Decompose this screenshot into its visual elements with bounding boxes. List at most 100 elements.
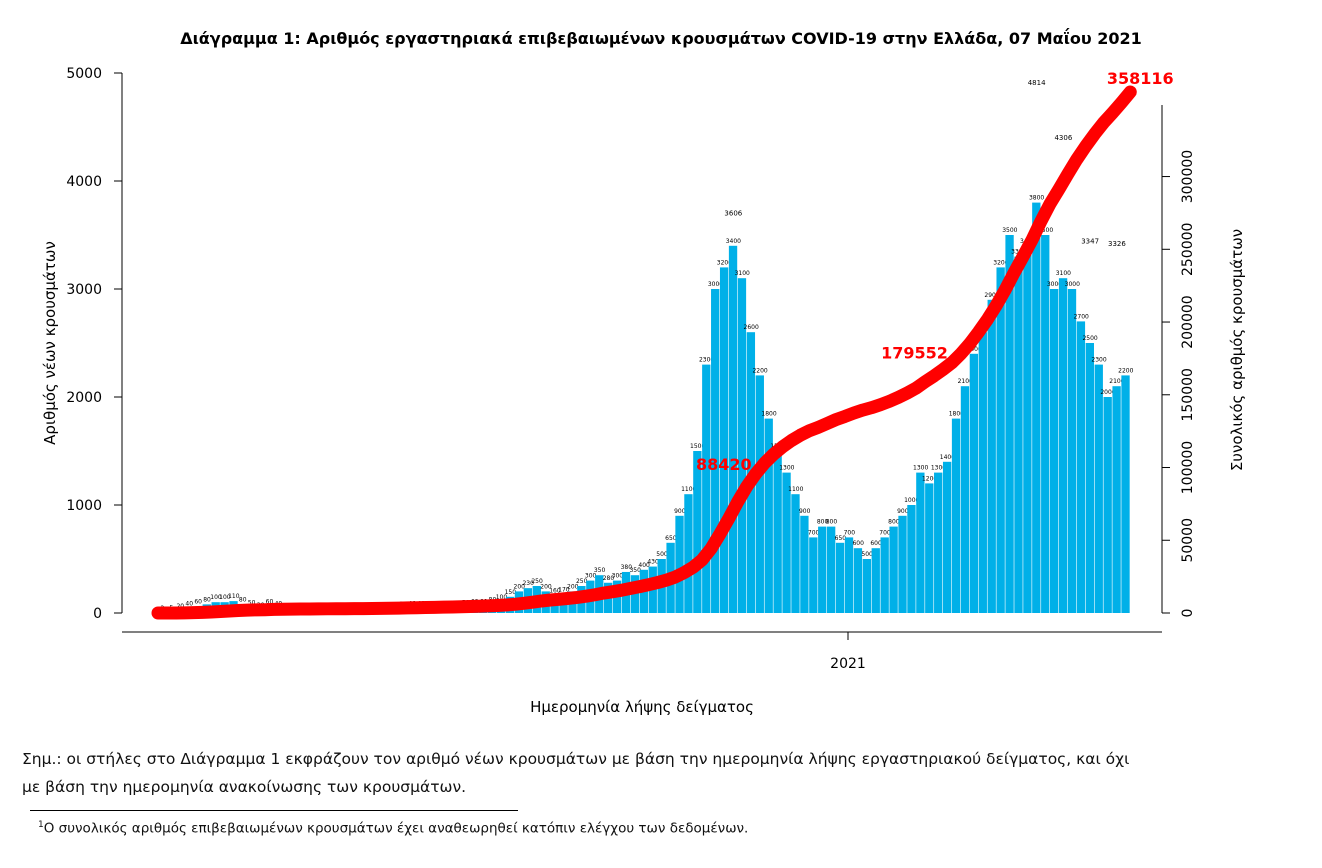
bar [898,515,907,613]
bar [1041,235,1050,613]
bar-value-label: 3000 [708,281,723,288]
bar [942,461,952,613]
bar-value-label: 2100 [958,378,973,385]
x-tick-label: 2021 [830,656,866,672]
bar-value-label: 2400 [967,346,982,353]
bar [835,542,845,613]
bar-value-label: 200 [514,583,526,590]
bar-value-label: 1400 [940,454,955,461]
peak-label: 3326 [1108,240,1126,248]
bar-value-label: 500 [656,551,668,558]
bar-value-label: 700 [879,529,891,536]
bar-value-label: 250 [531,578,543,585]
bar [684,494,693,613]
bar [951,418,961,613]
bar [853,548,863,613]
bar-value-label: 20 [176,603,184,610]
bar-value-label: 230 [522,580,534,587]
bar-value-label: 1500 [690,443,705,450]
peak-label: 3606 [724,210,742,218]
bar [871,548,880,613]
bar-value-label: 2300 [1091,357,1106,364]
bar-value-label: 380 [621,564,633,571]
bar-value-label: 1300 [913,465,928,472]
y2-tick-label: 150000 [1180,368,1196,421]
bar-value-label: 60 [194,599,202,606]
bar [916,472,925,613]
bar [773,451,782,613]
y-axis-label: Αριθμός νέων κρουσμάτων [41,241,59,445]
bar-value-label: 700 [808,529,820,536]
bar [818,526,827,613]
bar-value-label: 430 [647,559,659,566]
bar-value-label: 2100 [1109,378,1124,385]
bar [809,537,818,613]
bar [978,332,987,613]
cumulative-label: 88420 [696,455,752,474]
bar-value-label: 600 [852,540,864,547]
y-tick-label: 1000 [66,498,102,514]
bar-value-label: 300 [612,573,624,580]
bar [719,267,729,613]
bar [1094,364,1103,613]
bar [1050,289,1059,613]
bar [755,375,764,613]
chart: 0100020003000400050000500001000001500002… [41,66,1246,716]
bar-value-label: 2200 [1118,367,1133,374]
bar-value-label: 900 [674,508,686,515]
bar-value-label: 3400 [726,238,741,245]
bar-value-label: 500 [861,551,873,558]
bar-value-label: 3800 [1029,195,1044,202]
bar-value-label: 80 [203,596,211,603]
y-tick-label: 2000 [66,390,102,406]
bar-value-label: 1100 [788,486,803,493]
y-tick-label: 3000 [66,282,102,298]
bar [1112,386,1121,613]
bar [1121,375,1130,613]
bar [1067,289,1077,613]
bar [996,267,1005,613]
bar-value-label: 900 [799,508,811,515]
x-axis-label: Ημερομηνία λήψης δείγματος [530,698,754,716]
bar-value-label: 900 [897,508,909,515]
bar-value-label: 200 [567,583,579,590]
bar-value-label: 600 [870,540,882,547]
bar-value-label: 2000 [1100,389,1115,396]
footnote-text: Ο συνολικός αριθμός επιβεβαιωμένων κρουσ… [43,820,749,837]
y2-tick-label: 300000 [1180,150,1196,203]
bar [1058,278,1068,613]
bar [862,559,871,613]
bar-value-label: 1100 [681,486,696,493]
bar-value-label: 3100 [1056,270,1071,277]
bar-value-label: 800 [826,519,838,526]
bar-value-label: 50 [248,600,256,607]
y2-tick-label: 0 [1180,609,1196,618]
bar [737,278,747,613]
y2-tick-label: 50000 [1180,518,1196,563]
bar-value-label: 1800 [761,411,776,418]
y2-tick-label: 200000 [1180,295,1196,348]
bar [844,537,854,613]
bar-value-label: 3000 [1047,281,1062,288]
bar-value-label: 2600 [744,324,759,331]
bar-value-label: 350 [629,567,641,574]
bar-value-label: 2900 [984,292,999,299]
bar [934,472,943,613]
footnote: 1Ο συνολικός αριθμός επιβεβαιωμένων κρου… [38,820,748,837]
bar-value-label: 3100 [735,270,750,277]
y2-tick-label: 100000 [1180,441,1196,494]
bar-value-label: 1200 [922,475,937,482]
footnote-mark: 1 [38,820,44,830]
bar [880,537,889,613]
note-line-2: με βάση την ημερομηνία ανακοίνωσης των κ… [22,778,467,796]
bar-value-label: 2300 [699,357,714,364]
peak-label: 4814 [1028,79,1046,87]
bar-value-label: 300 [585,573,597,580]
bar-value-label: 2500 [1082,335,1097,342]
bar [782,472,791,613]
bar-value-label: 650 [835,535,847,542]
bar [925,483,934,613]
bar-value-label: 700 [844,529,856,536]
bar [1076,321,1086,613]
bar [969,353,979,613]
